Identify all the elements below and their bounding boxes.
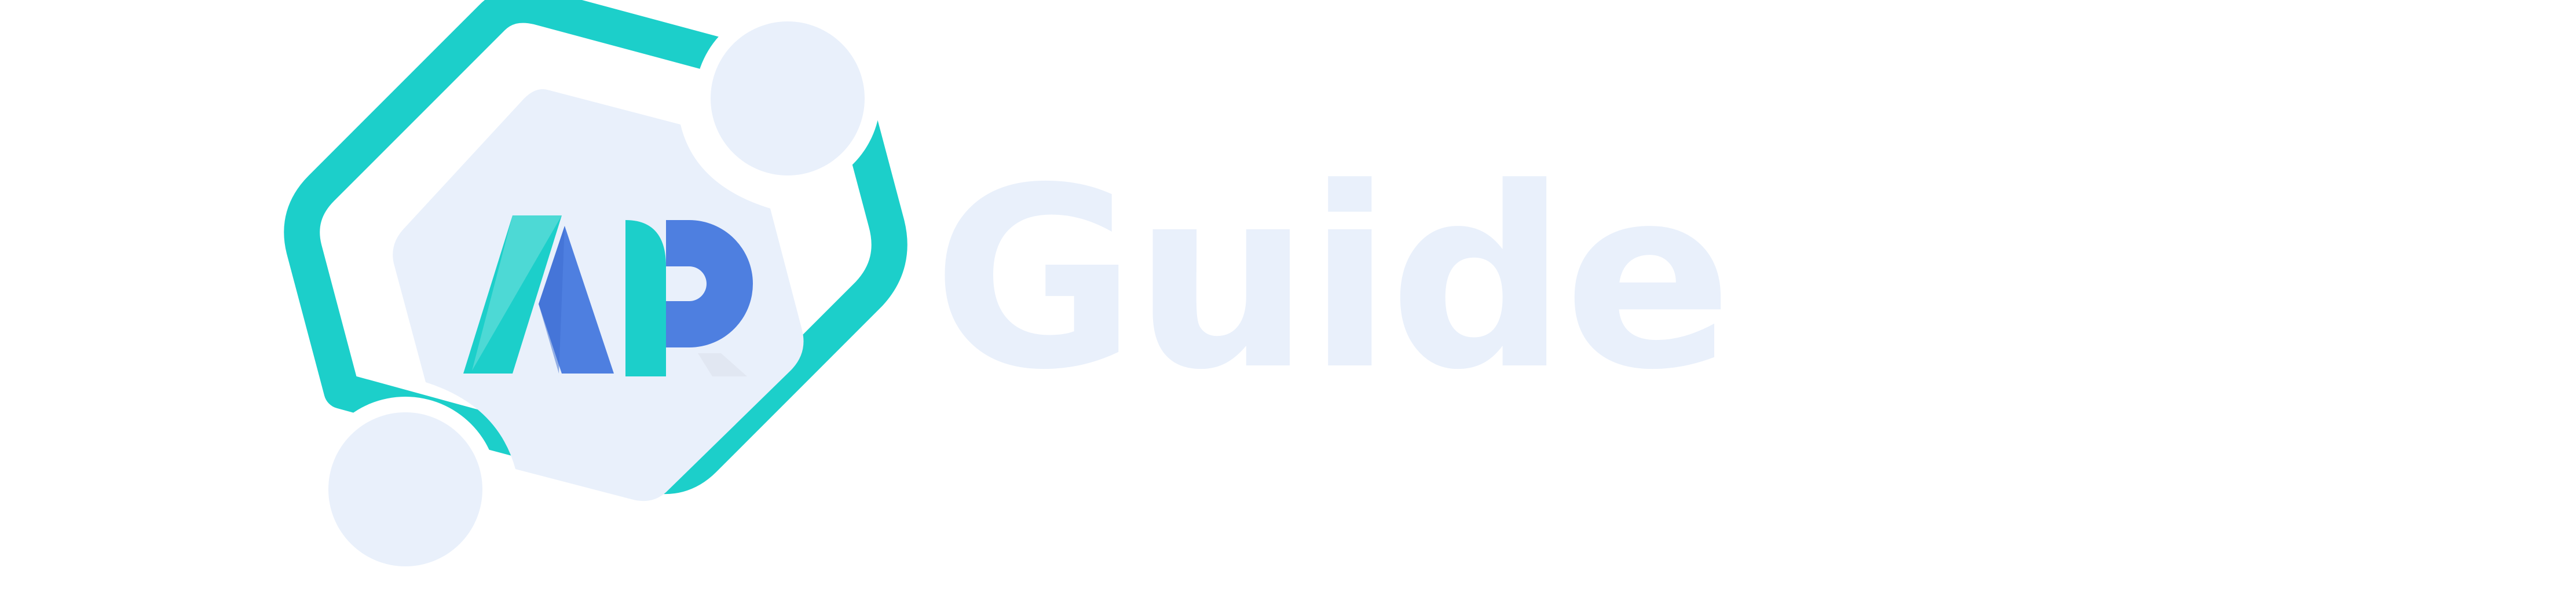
ap-logo-mark	[284, 0, 908, 566]
inner-hexagon	[393, 89, 804, 502]
monogram-letter-a	[463, 215, 614, 374]
monogram-letter-p	[625, 220, 753, 376]
circle-node-icon	[328, 412, 482, 566]
brand-wordmark: Guide	[932, 135, 1733, 424]
circle-node-icon	[711, 21, 865, 175]
